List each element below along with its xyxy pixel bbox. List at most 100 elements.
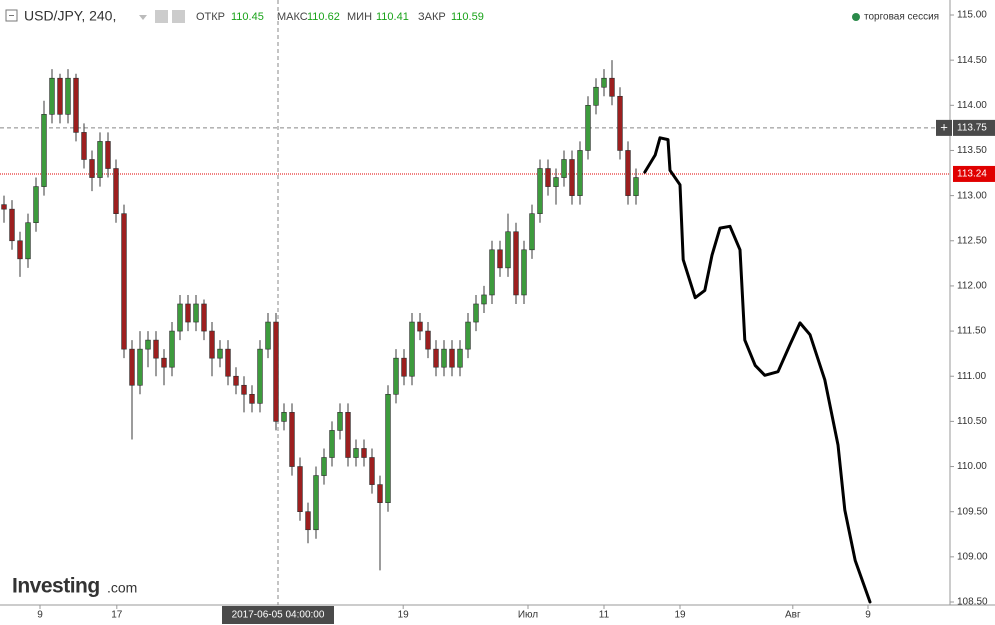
candle-body xyxy=(377,484,383,503)
y-tick-label: 108.50 xyxy=(957,597,988,608)
candle-body xyxy=(369,457,375,485)
candle-body xyxy=(281,412,287,422)
candle-body xyxy=(529,213,535,251)
candle-body xyxy=(585,105,591,151)
candle-body xyxy=(457,348,463,368)
x-tick-label: 17 xyxy=(111,610,123,621)
y-tick-label: 109.00 xyxy=(957,551,988,562)
candle-body xyxy=(41,114,47,187)
candle-body xyxy=(185,303,191,323)
candle-body xyxy=(617,95,623,151)
symbol[interactable]: USD/JPY, 240, xyxy=(24,8,116,24)
candle-body xyxy=(633,177,639,196)
candle-body xyxy=(33,186,39,224)
high-label: МАКС xyxy=(277,11,308,23)
x-tick-label: 9 xyxy=(865,610,871,621)
settings-icon[interactable] xyxy=(172,10,185,23)
candle-body xyxy=(89,159,95,178)
logo: Investing xyxy=(12,575,100,598)
candle-body xyxy=(449,348,455,368)
settings-icon[interactable] xyxy=(155,10,168,23)
candle-body xyxy=(561,159,567,178)
open-label: ОТКР xyxy=(196,11,225,23)
crosshair-plus-box[interactable] xyxy=(936,119,952,136)
y-tick-label: 112.50 xyxy=(957,235,987,246)
y-tick-label: 115.00 xyxy=(957,10,987,21)
candle-body xyxy=(113,168,119,214)
crosshair-price-label: 113.75 xyxy=(957,123,987,134)
high-value: 110.62 xyxy=(307,11,340,23)
candle-body xyxy=(345,412,351,458)
y-tick-label: 110.50 xyxy=(957,416,987,427)
last-price-label: 113.24 xyxy=(957,169,987,180)
candle-body xyxy=(73,77,79,133)
candle-body xyxy=(9,208,15,242)
candle-body xyxy=(241,384,247,395)
candle-body xyxy=(193,303,199,323)
y-tick-label: 110.00 xyxy=(957,461,987,472)
x-tick-label: Июл xyxy=(518,610,538,621)
candle-body xyxy=(393,357,399,395)
candle-body xyxy=(289,412,295,467)
candle-body xyxy=(625,150,631,196)
candle-body xyxy=(25,222,31,260)
candle-body xyxy=(593,86,599,106)
candle-body xyxy=(433,348,439,368)
candle-body xyxy=(137,348,143,386)
candle-body xyxy=(145,339,151,350)
crosshair-price-box xyxy=(953,119,995,136)
candle-body xyxy=(225,348,231,377)
candle-body xyxy=(1,204,7,210)
dropdown-arrow[interactable] xyxy=(139,15,147,20)
candle-body xyxy=(321,457,327,476)
candle-body xyxy=(169,330,175,368)
y-tick-label: 113.50 xyxy=(957,145,987,156)
y-tick-label: 114.00 xyxy=(957,100,987,111)
candle-body xyxy=(521,249,527,296)
last-price-box xyxy=(953,165,995,182)
candle-body xyxy=(177,303,183,332)
y-tick-label: 114.50 xyxy=(957,55,987,66)
candle-body xyxy=(409,321,415,377)
open-value: 110.45 xyxy=(231,11,264,23)
candle-body xyxy=(257,348,263,404)
collapse-icon[interactable] xyxy=(5,9,18,22)
candle-body xyxy=(361,448,367,458)
candle-body xyxy=(81,132,87,160)
candle-body xyxy=(17,240,23,260)
candle-body xyxy=(401,357,407,377)
candle-body xyxy=(329,430,335,458)
logo-suffix: .com xyxy=(107,580,137,596)
candle-body xyxy=(233,375,239,386)
candle-body xyxy=(481,294,487,305)
candle-body xyxy=(249,393,255,404)
candle-body xyxy=(473,303,479,323)
candle-body xyxy=(577,150,583,196)
candle-body xyxy=(305,511,311,531)
candle-body xyxy=(505,231,511,269)
candle-body xyxy=(609,77,615,97)
candle-body xyxy=(497,249,503,269)
candle-body xyxy=(65,77,71,115)
candle-body xyxy=(513,231,519,296)
candle-body xyxy=(129,348,135,386)
candle-body xyxy=(569,159,575,196)
x-tick-label: 19 xyxy=(398,610,410,621)
y-tick-label: 111.50 xyxy=(957,326,987,337)
low-label: МИН xyxy=(347,11,372,23)
candle-body xyxy=(441,348,447,368)
candle-body xyxy=(57,77,63,115)
y-tick-label: 109.50 xyxy=(957,506,988,517)
close-value: 110.59 xyxy=(451,11,484,23)
candle-body xyxy=(553,177,559,187)
candle-body xyxy=(465,321,471,350)
session-dot xyxy=(852,13,860,21)
crosshair-date-box xyxy=(222,606,334,624)
candle-body xyxy=(265,321,271,350)
candle-body xyxy=(105,141,111,169)
candle-body xyxy=(201,303,207,332)
candle-body xyxy=(417,321,423,332)
candle-body xyxy=(161,357,167,368)
